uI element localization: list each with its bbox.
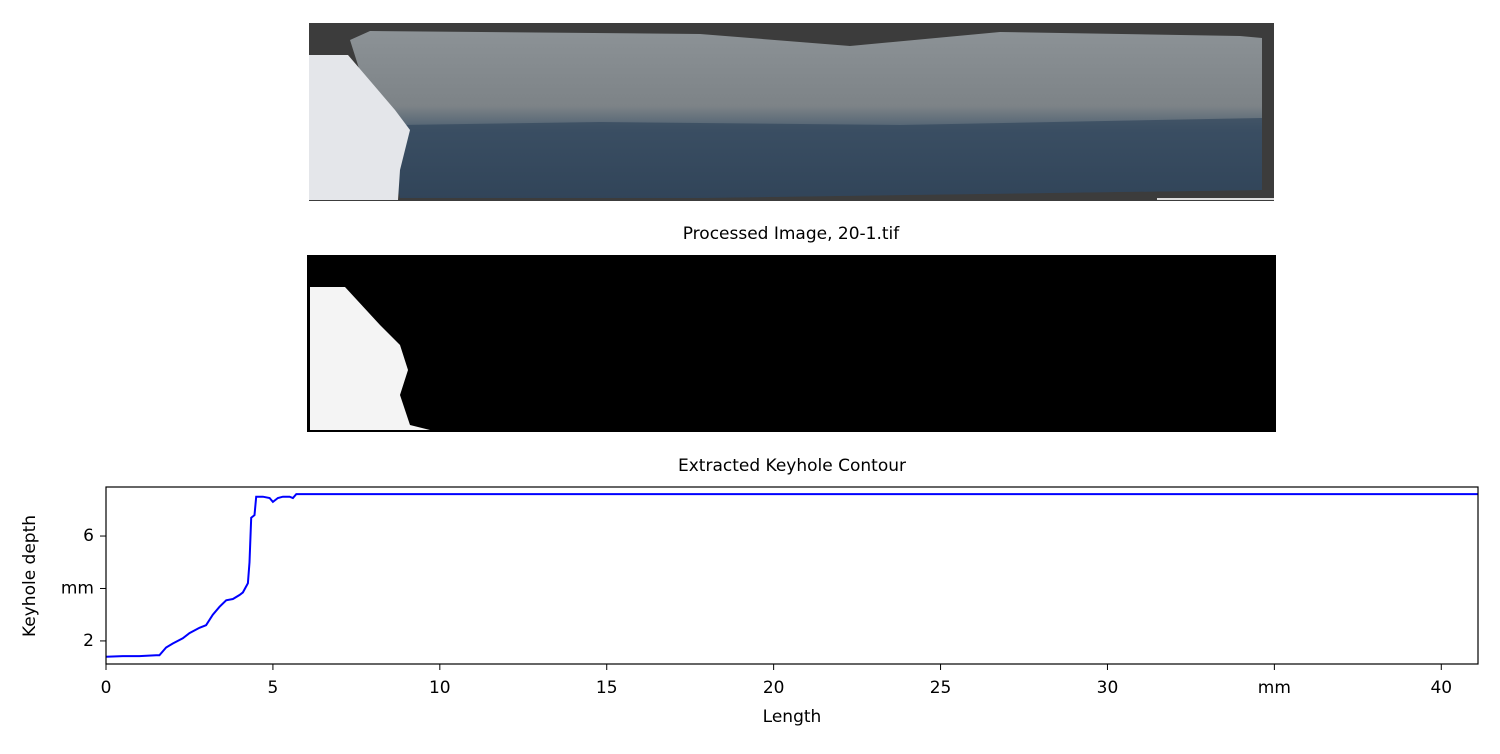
y-tick-label: 6 bbox=[83, 526, 94, 546]
x-tick-label: 25 bbox=[930, 678, 952, 698]
x-axis-label: Length bbox=[763, 707, 822, 727]
x-tick-label: 10 bbox=[429, 678, 451, 698]
x-tick-label: 15 bbox=[596, 678, 618, 698]
processed-image bbox=[307, 255, 1276, 432]
x-tick-label: 5 bbox=[267, 678, 278, 698]
plot-frame bbox=[105, 486, 1479, 665]
x-tick-label: 30 bbox=[1097, 678, 1119, 698]
contour-line bbox=[105, 493, 1478, 658]
y-tick-label: mm bbox=[61, 578, 94, 598]
x-tick-label: 0 bbox=[101, 678, 112, 698]
x-tick-label: 40 bbox=[1430, 678, 1452, 698]
x-tick-label: mm bbox=[1258, 678, 1291, 698]
chart-title: Extracted Keyhole Contour bbox=[678, 456, 906, 476]
x-tick-label: 20 bbox=[763, 678, 785, 698]
y-tick-label: 2 bbox=[83, 631, 94, 651]
micrograph bbox=[309, 23, 1274, 201]
image-title: Processed Image, 20-1.tif bbox=[683, 224, 901, 244]
y-axis-label: Keyhole depth bbox=[20, 515, 40, 637]
